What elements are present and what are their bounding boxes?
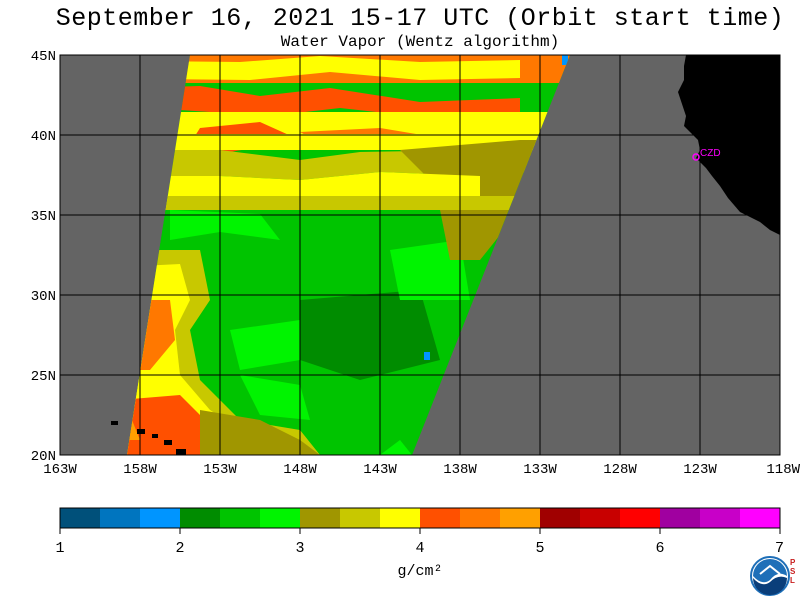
lon-tick-label: 123W — [683, 462, 717, 478]
latitude-ticks: 45N 40N 35N 30N 25N 20N — [31, 49, 56, 465]
swath-blue-speck — [424, 352, 430, 360]
page-subtitle: Water Vapor (Wentz algorithm) — [280, 33, 560, 51]
lat-tick-label: 35N — [31, 209, 56, 225]
colorbar-tick-label: 7 — [775, 540, 784, 557]
colorbar-tick-label: 3 — [295, 540, 304, 557]
colorbar-swatch — [660, 508, 701, 528]
map-panel: CZD — [60, 55, 780, 455]
station-label: CZD — [700, 148, 721, 159]
lon-tick-label: 148W — [283, 462, 317, 478]
colorbar-swatch — [260, 508, 301, 528]
colorbar-tick-label: 6 — [655, 540, 664, 557]
colorbar-tick-label: 4 — [415, 540, 424, 557]
colorbar-swatch — [100, 508, 141, 528]
noaa-logo: PSL — [748, 554, 795, 598]
lon-tick-label: 158W — [123, 462, 157, 478]
lon-tick-label: 133W — [523, 462, 557, 478]
longitude-ticks: 163W 158W 153W 148W 143W 138W 133W 128W 123W 118W — [43, 462, 800, 478]
colorbar-swatch — [420, 508, 461, 528]
page-title: September 16, 2021 15-17 UTC (Orbit star… — [55, 4, 785, 33]
graticule — [60, 55, 780, 455]
station-marker-czd: CZD — [692, 148, 721, 161]
lat-tick-label: 30N — [31, 289, 56, 305]
lon-tick-label: 118W — [766, 462, 800, 478]
north-america-land — [678, 55, 780, 235]
lat-tick-label: 45N — [31, 49, 56, 65]
colorbar-swatch — [180, 508, 221, 528]
colorbar-tick-label: 2 — [175, 540, 184, 557]
lon-tick-label: 138W — [443, 462, 477, 478]
colorbar-swatch — [740, 508, 781, 528]
lat-tick-label: 40N — [31, 129, 56, 145]
colorbar-swatch — [460, 508, 501, 528]
lon-tick-label: 163W — [43, 462, 77, 478]
lon-tick-label: 153W — [203, 462, 237, 478]
lat-tick-label: 25N — [31, 369, 56, 385]
colorbar-swatch — [380, 508, 421, 528]
colorbar-swatch — [300, 508, 341, 528]
colorbar-swatch — [700, 508, 741, 528]
hawaii-islands — [111, 421, 186, 455]
colorbar — [59, 507, 781, 529]
colorbar-swatch — [140, 508, 181, 528]
colorbar-swatch — [580, 508, 621, 528]
colorbar-swatch — [60, 508, 101, 528]
map-frame — [59, 54, 781, 456]
colorbar-ticks: 1 2 3 4 5 6 7 — [55, 528, 784, 557]
colorbar-tick-label: 5 — [535, 540, 544, 557]
colorbar-swatch — [620, 508, 661, 528]
psl-side-text: PSL — [790, 558, 796, 585]
swath-blue-speck — [562, 55, 568, 65]
units-label: g/cm² — [397, 563, 443, 580]
colorbar-swatch — [220, 508, 261, 528]
colorbar-swatch — [340, 508, 381, 528]
colorbar-tick-label: 1 — [55, 540, 64, 557]
lon-tick-label: 128W — [603, 462, 637, 478]
lat-tick-label: 20N — [31, 449, 56, 465]
lon-tick-label: 143W — [363, 462, 397, 478]
colorbar-swatch — [540, 508, 581, 528]
colorbar-swatch — [500, 508, 541, 528]
